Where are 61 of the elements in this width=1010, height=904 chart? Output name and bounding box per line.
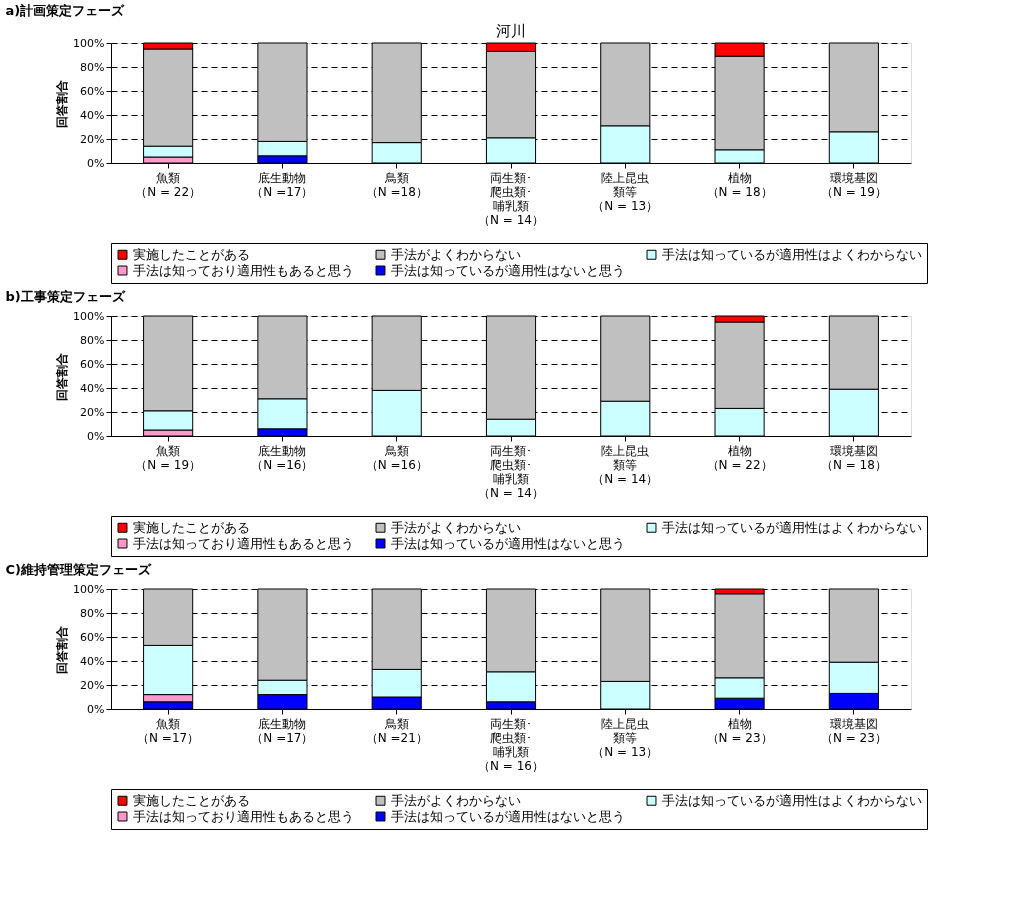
x-tick-label: 両生類･爬虫類･哺乳類（N = 16） (478, 716, 544, 773)
chart-title: a)計画策定フェーズ (5, 3, 126, 18)
legend-label: 手法は知っているが適用性はよくわからない (662, 246, 922, 262)
y-axis-title: 回答割合 (55, 78, 70, 128)
x-tick-label: 底生動物（N =17） (251, 716, 314, 745)
y-tick-label: 0% (87, 702, 105, 716)
x-tick-label: 魚類（N = 22） (135, 170, 202, 199)
x-tick-label: 環境基図（N = 19） (820, 170, 887, 199)
y-tick-label: 20% (80, 132, 105, 146)
legend-label: 手法がよくわからない (391, 246, 521, 262)
legend-label: 手法は知っているが適用性はないと思う (391, 808, 625, 824)
y-tick-label: 80% (80, 333, 105, 347)
legend-label: 手法は知っているが適用性はよくわからない (662, 519, 922, 535)
x-tick-label: 陸上昆虫類等（N = 13） (592, 716, 659, 759)
x-tick-label: 鳥類（N =18） (365, 170, 428, 199)
y-tick-label: 80% (80, 606, 105, 620)
y-tick-label: 100% (73, 36, 105, 50)
x-tick-label: 陸上昆虫類等（N = 13） (592, 170, 659, 213)
x-tick-label: 底生動物（N =17） (251, 170, 314, 199)
legend-label: 手法は知っているが適用性はないと思う (391, 535, 625, 551)
text: 河川 (496, 22, 526, 40)
y-axis-title: 回答割合 (55, 351, 70, 401)
legend-label: 手法がよくわからない (391, 519, 521, 535)
y-tick-label: 40% (80, 108, 105, 122)
y-tick-label: 0% (87, 156, 105, 170)
x-tick-label: 魚類（N =17） (137, 716, 200, 745)
y-tick-label: 40% (80, 654, 105, 668)
x-tick-label: 環境基図（N = 23） (820, 716, 887, 745)
y-tick-label: 0% (87, 429, 105, 443)
x-tick-label: 植物（N = 18） (706, 170, 773, 199)
legend-label: 手法は知っており適用性もあると思う (133, 808, 354, 824)
x-tick-label: 陸上昆虫類等（N = 14） (592, 443, 659, 486)
x-tick-label: 鳥類（N =21） (365, 716, 428, 745)
x-tick-label: 鳥類（N =16） (365, 443, 428, 472)
y-tick-label: 60% (80, 630, 105, 644)
y-tick-label: 40% (80, 381, 105, 395)
y-tick-label: 60% (80, 357, 105, 371)
legend-label: 手法は知っており適用性もあると思う (133, 262, 354, 278)
y-axis-title: 回答割合 (55, 624, 70, 674)
legend-label: 実施したことがある (133, 519, 250, 535)
legend-label: 実施したことがある (133, 792, 250, 808)
y-tick-label: 100% (73, 582, 105, 596)
x-tick-label: 植物（N = 22） (706, 443, 773, 472)
legend-label: 実施したことがある (133, 246, 250, 262)
y-tick-label: 20% (80, 678, 105, 692)
legend-label: 手法は知っているが適用性はよくわからない (662, 792, 922, 808)
y-tick-label: 20% (80, 405, 105, 419)
x-tick-label: 底生動物（N =16） (251, 443, 314, 472)
y-tick-label: 80% (80, 60, 105, 74)
x-tick-label: 植物（N = 23） (706, 716, 773, 745)
legend-label: 手法がよくわからない (391, 792, 521, 808)
legend-label: 手法は知っており適用性もあると思う (133, 535, 354, 551)
x-tick-label: 環境基図（N = 18） (820, 443, 887, 472)
y-tick-label: 100% (73, 309, 105, 323)
chart-title: C)維持管理策定フェーズ (5, 562, 153, 577)
y-tick-label: 60% (80, 84, 105, 98)
x-tick-label: 両生類･爬虫類･哺乳類（N = 14） (478, 170, 544, 227)
chart-title: b)工事策定フェーズ (5, 289, 126, 304)
x-tick-label: 魚類（N = 19） (135, 443, 202, 472)
legend-label: 手法は知っているが適用性はないと思う (391, 262, 625, 278)
x-tick-label: 両生類･爬虫類･哺乳類（N = 14） (478, 443, 544, 500)
